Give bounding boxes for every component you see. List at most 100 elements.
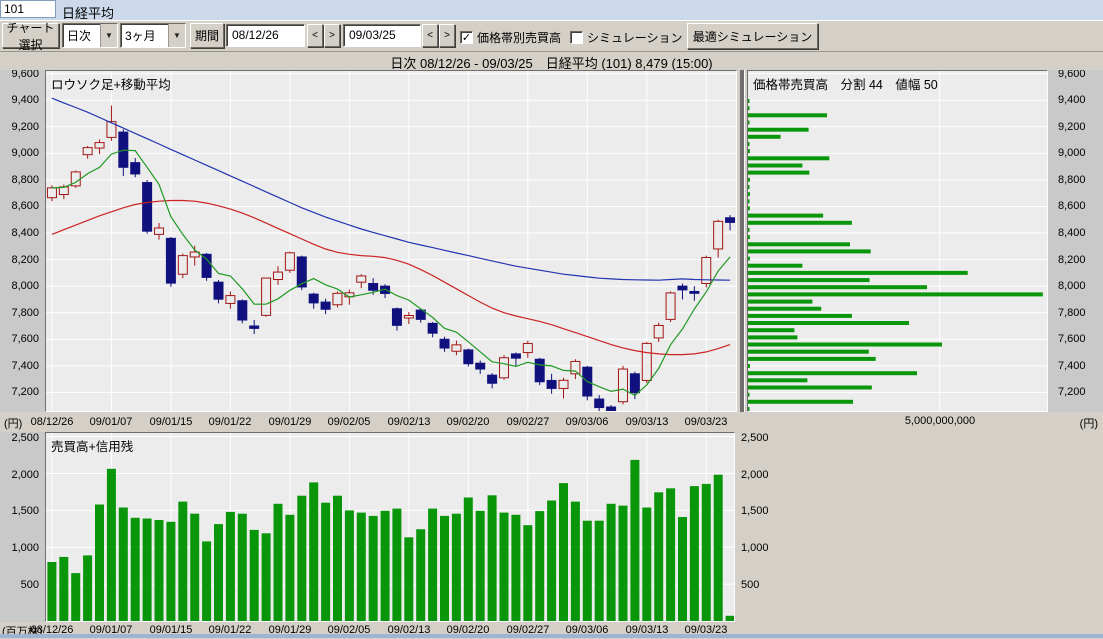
vbp-bar bbox=[748, 385, 872, 390]
vbp-bar bbox=[748, 113, 827, 118]
candle-body bbox=[463, 349, 474, 365]
moving-average-line bbox=[51, 149, 731, 397]
x-axis-label: 09/02/27 bbox=[506, 624, 550, 636]
vbp-axis-value-label: 5,000,000,000 bbox=[904, 415, 976, 427]
y-axis-label: 7,200 bbox=[1058, 386, 1086, 398]
candle-body bbox=[391, 308, 402, 326]
y-axis-label: 9,400 bbox=[1058, 94, 1086, 106]
sim-checkbox[interactable]: ✓ bbox=[570, 31, 583, 44]
main-chart-right-axis: 9,600 9,400 9,200 9,000 8,800 8,600 8,400 8,200… bbox=[1048, 70, 1103, 412]
candle-body bbox=[308, 293, 319, 304]
main-chart-x-axis: (円) 5,000,000,000 (円) 08/12/26 09/01/07 09… bbox=[0, 412, 1103, 432]
period-button[interactable]: 期間 bbox=[190, 23, 224, 48]
volume-bar bbox=[451, 513, 461, 621]
y-axis-label: 8,600 bbox=[1058, 200, 1086, 212]
vbp-bar bbox=[748, 299, 813, 304]
candle-body bbox=[475, 362, 486, 370]
x-axis-label: 09/03/23 bbox=[684, 416, 728, 428]
vbp-checkbox-row[interactable]: ✓ 価格帯別売買高 bbox=[460, 29, 561, 46]
vbp-bar bbox=[748, 242, 850, 247]
volume-bar bbox=[701, 483, 711, 621]
volume-bar bbox=[380, 510, 390, 621]
candle-body bbox=[225, 295, 236, 304]
candle-body bbox=[106, 121, 117, 138]
volume-by-price-chart bbox=[747, 70, 1048, 412]
chart-select-button[interactable]: チャート選択 bbox=[2, 21, 59, 52]
vbp-checkbox[interactable]: ✓ bbox=[460, 31, 473, 44]
vbp-bar bbox=[748, 249, 871, 254]
vbp-bar bbox=[748, 278, 870, 283]
date-from-input[interactable]: 08/12/26 bbox=[226, 24, 305, 47]
volume-bar bbox=[333, 495, 342, 621]
x-axis-label: 09/01/22 bbox=[208, 624, 252, 636]
optimal-simulation-button[interactable]: 最適シミュレーション bbox=[687, 23, 818, 49]
x-axis-label: 09/03/06 bbox=[565, 416, 609, 428]
vbp-bar bbox=[748, 364, 750, 368]
security-code-input[interactable] bbox=[0, 0, 56, 18]
volume-bar bbox=[356, 512, 366, 621]
volume-bar bbox=[582, 520, 592, 621]
vbp-bar bbox=[748, 213, 824, 218]
candle-body bbox=[534, 358, 545, 383]
vbp-checkbox-label: 価格帯別売買高 bbox=[477, 31, 562, 45]
volume-bar bbox=[570, 501, 580, 621]
volume-chart-left-axis: 2,500 2,000 1,500 1,000 500 bbox=[0, 432, 45, 622]
candle-body bbox=[629, 373, 640, 394]
sim-checkbox-row[interactable]: ✓ シミュレーション bbox=[570, 29, 683, 46]
volume-bar bbox=[713, 474, 723, 621]
candle-body bbox=[570, 360, 581, 375]
vbp-bar bbox=[748, 313, 852, 318]
volume-bar bbox=[237, 513, 247, 621]
volume-bar bbox=[535, 511, 545, 621]
x-axis-label: 09/01/29 bbox=[268, 624, 312, 636]
volume-bar bbox=[344, 510, 354, 621]
candle-body bbox=[154, 227, 165, 235]
vbp-bar bbox=[748, 177, 750, 182]
x-axis-label: 09/02/20 bbox=[446, 624, 490, 636]
volume-bar bbox=[71, 573, 81, 621]
period-span-dropdown[interactable]: 3ヶ月 ▼ bbox=[120, 23, 186, 48]
date-to-input[interactable]: 09/03/25 bbox=[343, 24, 421, 47]
candle-body bbox=[320, 301, 331, 310]
volume-bar bbox=[475, 510, 485, 621]
vbp-bar bbox=[748, 328, 795, 333]
candle-body bbox=[261, 277, 272, 316]
volume-bar bbox=[547, 500, 557, 621]
vbp-bar bbox=[748, 349, 869, 354]
y-axis-label: 8,000 bbox=[11, 280, 39, 292]
vbp-bar bbox=[748, 371, 917, 376]
period-type-dropdown[interactable]: 日次 ▼ bbox=[62, 23, 118, 48]
vbp-bar bbox=[748, 185, 750, 189]
candle-body bbox=[546, 379, 557, 389]
vbp-bar bbox=[748, 235, 750, 240]
vbp-bar bbox=[748, 99, 750, 103]
y-axis-label: 9,600 bbox=[1058, 70, 1086, 80]
candle-body bbox=[701, 256, 712, 284]
chevron-down-icon[interactable]: ▼ bbox=[168, 24, 185, 47]
volume-bar bbox=[689, 486, 699, 621]
x-axis-label: 09/02/05 bbox=[327, 624, 371, 636]
x-axis-label: 09/02/20 bbox=[446, 416, 490, 428]
candle-body bbox=[606, 406, 617, 411]
y-axis-label: 7,400 bbox=[1058, 360, 1086, 372]
volume-bar bbox=[178, 501, 188, 621]
vbp-bar bbox=[748, 285, 927, 290]
date-from-next-button[interactable]: > bbox=[324, 24, 340, 47]
candle-body bbox=[177, 255, 188, 275]
period-type-value: 日次 bbox=[67, 29, 92, 43]
date-to-next-button[interactable]: > bbox=[439, 24, 455, 47]
candle-body bbox=[356, 275, 367, 283]
chevron-down-icon[interactable]: ▼ bbox=[100, 24, 117, 47]
candle-body bbox=[451, 344, 462, 352]
vbp-bar bbox=[748, 206, 750, 211]
volume-bar bbox=[297, 495, 307, 621]
vbp-bar bbox=[748, 256, 750, 261]
volume-bar bbox=[273, 503, 283, 621]
volume-chart bbox=[45, 432, 735, 622]
date-from-prev-button[interactable]: < bbox=[307, 24, 323, 47]
date-to-prev-button[interactable]: < bbox=[422, 24, 438, 47]
candle-body bbox=[558, 379, 569, 389]
volume-bar bbox=[225, 511, 235, 621]
y-axis-label: 8,800 bbox=[1058, 174, 1086, 186]
